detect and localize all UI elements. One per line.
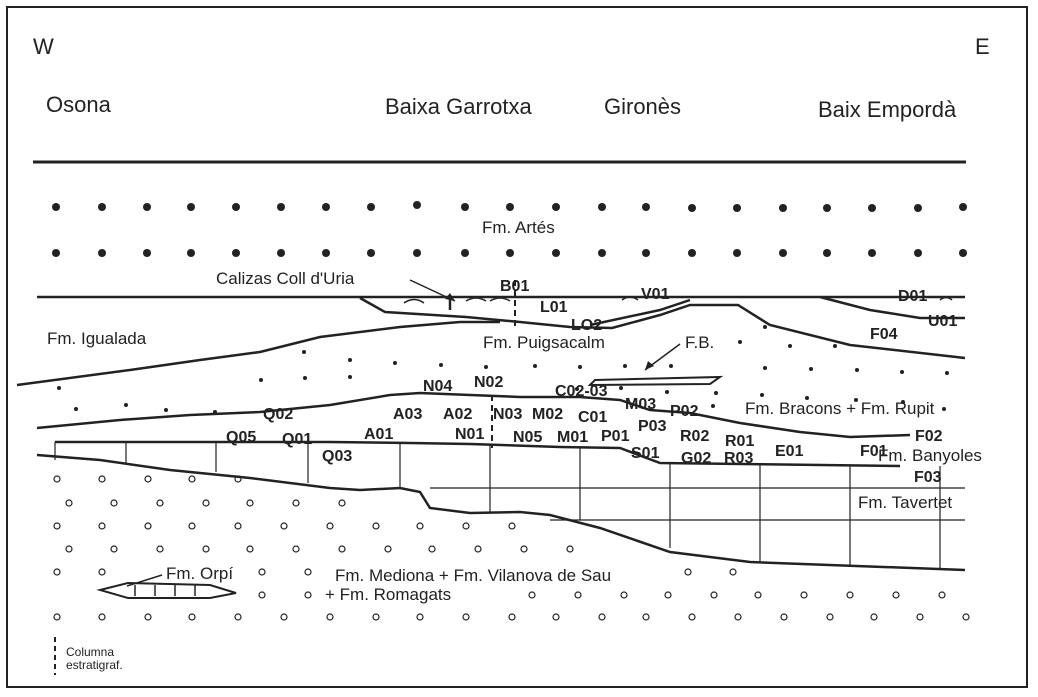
region-osona: Osona <box>46 92 112 117</box>
code-m01: M01 <box>557 429 588 446</box>
label-fm-tavertet: Fm. Tavertet <box>858 493 952 512</box>
diagram-border <box>6 6 1028 688</box>
artes-dot-field <box>52 201 967 257</box>
code-a01: A01 <box>364 426 393 443</box>
label-fm-orpi: Fm. Orpí <box>166 564 233 583</box>
label-fm-banyoles: Fm. Banyoles <box>878 446 982 465</box>
orpi-hatch <box>134 585 196 596</box>
code-a03: A03 <box>393 406 422 423</box>
code-n01: N01 <box>455 426 484 443</box>
middle-contacts <box>36 391 966 572</box>
region-girones: Gironès <box>604 94 681 119</box>
code-lo2: LO2 <box>571 317 602 334</box>
code-n05: N05 <box>513 429 542 446</box>
fb-arrowhead <box>645 361 654 370</box>
code-n02: N02 <box>474 374 503 391</box>
region-baixa-garrotxa: Baixa Garrotxa <box>385 94 532 119</box>
code-m02: M02 <box>532 406 563 423</box>
orpi-lens <box>96 581 237 599</box>
label-fm-puigsacalm: Fm. Puigsacalm <box>483 333 605 352</box>
calizas-arrowhead <box>445 293 455 301</box>
label-fm-igualada: Fm. Igualada <box>47 329 147 348</box>
code-c01: C01 <box>578 409 607 426</box>
code-g02: G02 <box>681 450 711 467</box>
code-r03: R03 <box>724 450 753 467</box>
section-codes: B01 L01 V01 D01 LO2 U01 F04 N04 N02 C02-… <box>226 278 957 486</box>
code-l01: L01 <box>540 299 568 316</box>
code-p01: P01 <box>601 428 630 445</box>
code-q05: Q05 <box>226 429 256 446</box>
code-b01: B01 <box>500 278 529 295</box>
label-fm-bracons-rupit: Fm. Bracons + Fm. Rupit <box>745 399 935 418</box>
label-calizas-coll-duria: Calizas Coll d'Uria <box>216 269 355 288</box>
legend-line1: Columna <box>66 645 114 659</box>
code-n03: N03 <box>493 406 522 423</box>
banyoles-limestone <box>54 442 965 568</box>
east-label: E <box>975 34 990 59</box>
code-f02: F02 <box>915 428 943 445</box>
label-fm-mediona: Fm. Mediona + Fm. Vilanova de Sau <box>335 566 611 585</box>
code-a02: A02 <box>443 406 472 423</box>
label-fm-artes: Fm. Artés <box>482 218 555 237</box>
lens-symbols <box>403 296 953 304</box>
west-label: W <box>33 34 54 59</box>
fb-lens <box>587 375 724 387</box>
circle-field <box>53 475 970 621</box>
code-s01: S01 <box>631 445 660 462</box>
code-e01: E01 <box>775 443 804 460</box>
code-r01: R01 <box>725 433 754 450</box>
orpi-leader <box>126 574 163 587</box>
code-q01: Q01 <box>282 431 312 448</box>
code-q03: Q03 <box>322 448 352 465</box>
code-c02-03: C02-03 <box>555 383 608 400</box>
code-p02: P02 <box>670 403 699 420</box>
label-fb: F.B. <box>685 333 714 352</box>
code-p03: P03 <box>638 418 667 435</box>
code-q02: Q02 <box>263 406 293 423</box>
code-d01: D01 <box>898 288 927 305</box>
upper-contacts <box>16 295 966 387</box>
code-r02: R02 <box>680 428 709 445</box>
legend-line2: estratigraf. <box>66 658 123 672</box>
region-baix-emporda: Baix Empordà <box>818 97 957 122</box>
code-n04: N04 <box>423 378 452 395</box>
code-u01: U01 <box>928 313 957 330</box>
code-f03: F03 <box>914 469 942 486</box>
code-v01: V01 <box>641 286 670 303</box>
label-fm-romagats: + Fm. Romagats <box>325 585 451 604</box>
bracons-dot-field <box>57 325 949 414</box>
code-f01: F01 <box>860 443 888 460</box>
code-m03: M03 <box>625 396 656 413</box>
code-f04: F04 <box>870 326 898 343</box>
